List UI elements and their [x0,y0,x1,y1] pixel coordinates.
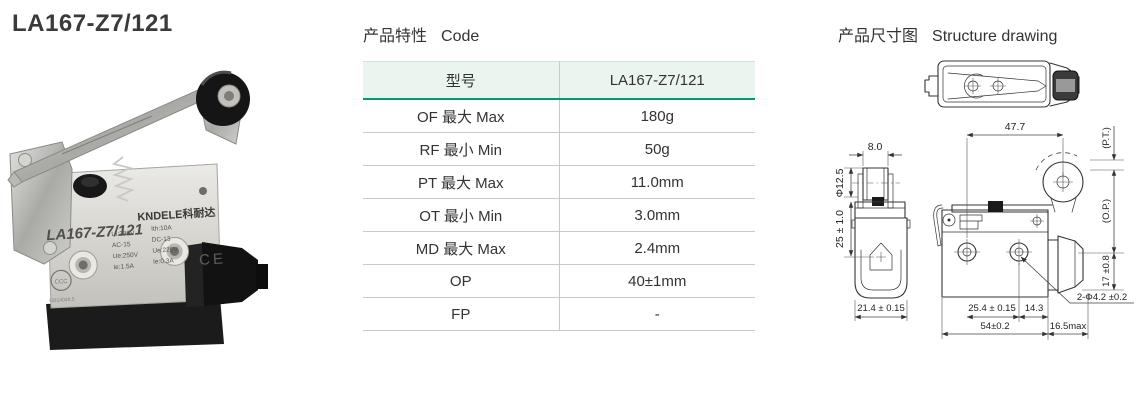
dim-hole-pitch: 25.4 ± 0.15 [968,303,1015,314]
spec-label-cell: RF 最小 Min [363,132,560,166]
drawing-heading-en: Structure drawing [932,28,1058,45]
product-label: LA167-Z7/121 KNDELE科耐达 CCC CE Ui:380V AC… [46,205,227,305]
label-model: LA167-Z7/121 [46,221,144,244]
dim-hole-offset: 14.3 [1025,303,1044,314]
rivet [18,153,32,167]
dim-roller-width: 8.0 [868,141,883,153]
ce-mark: CE [199,250,227,269]
table-row: OT 最小 Min 3.0mm [363,198,755,232]
table-row: RF 最小 Min 50g [363,132,755,166]
terminal-screw-left [68,250,98,280]
lever-slot [61,115,153,155]
spec-label-cell: OP [363,264,560,298]
dim-gland-length: 16.5max [1050,321,1087,332]
spec-label-cell: PT 最大 Max [363,165,560,199]
dim-base-width: 54±0.2 [981,321,1010,332]
svg-text:Ue:220V: Ue:220V [152,246,178,255]
table-row: FP - [363,297,755,331]
rivet [43,241,57,255]
spec-header-model: 型号 [363,61,560,100]
spec-value-cell: 11.0mm [559,165,755,199]
spec-value-cell: 40±1mm [559,264,755,298]
cable-gland-neck [184,243,206,307]
spec-value-cell: 180g [559,99,755,133]
label-brand: KNDELE科耐达 [137,205,216,224]
roller-highlight [200,70,232,86]
spec-value-cell: 50g [559,132,755,166]
dim-roller-dia: Φ12.5 [834,168,846,197]
spec-label-cell: MD 最大 Max [363,231,560,265]
spec-label-cell: FP [363,297,560,331]
dim-side-height: 17 ±0.8 [1101,255,1112,287]
structure-drawing: 47.7 8.0 Φ12.5 25 ± 1.0 21.4 ± 0.15 25.4… [834,60,1134,340]
spec-table-body: OF 最大 Max 180g RF 最小 Min 50g PT 最大 Max 11.0mm… [363,99,755,331]
switch-base [46,297,224,350]
product-photo: LA167-Z7/121 KNDELE科耐达 CCC CE Ui:380V AC… [7,70,268,350]
spec-value-cell: 3.0mm [559,198,755,232]
top-view [924,60,1080,108]
table-row: PT 最大 Max 11.0mm [363,165,755,199]
spec-label-cell: OF 最大 Max [363,99,560,133]
cable-gland-tip [256,264,268,289]
spec-value-cell: 2.4mm [559,231,755,265]
standard-code: GB14048.5 [49,297,75,305]
ratings-left: Ui:380V AC-15 Ue:250V Ie:1.5A [111,230,139,271]
dim-op: (O.P.) [1101,199,1112,223]
ccc-mark: CCC [50,269,72,291]
svg-text:Ui:380V: Ui:380V [111,230,135,238]
svg-text:Ue:250V: Ue:250V [113,252,139,261]
features-heading-en: Code [441,28,480,45]
page-title: LA167-Z7/121 [12,10,173,37]
svg-text:DC-13: DC-13 [152,236,172,244]
body-vent-hole [199,187,207,195]
dim-mount-holes: 2-Φ4.2 ±0.2 [1077,292,1127,303]
svg-text:Ith:10A: Ith:10A [151,225,173,233]
svg-text:Ie:0.3A: Ie:0.3A [153,257,175,265]
rubber-boot-top [81,177,99,187]
dimensions: 47.7 8.0 Φ12.5 25 ± 1.0 21.4 ± 0.15 25.4… [834,121,1134,340]
spec-table: 型号 LA167-Z7/121 OF 最大 Max 180g RF 最小 Min 50… [363,61,755,331]
table-row: OP 40±1mm [363,264,755,298]
ratings-right: Ith:10A DC-13 Ue:220V Ie:0.3A [151,225,179,266]
cable-gland-cone [202,242,258,306]
terminal-screw-right [160,236,190,266]
mounting-hole [954,239,980,265]
mounting-hole [1006,239,1032,265]
spec-value-cell: - [559,297,755,331]
dim-front-width: 21.4 ± 0.15 [857,303,904,314]
side-view [933,152,1084,298]
dim-pt: (P.T.) [1101,127,1112,148]
dim-lever-height: 25 ± 1.0 [834,210,846,248]
lever-tip [7,171,23,188]
roller-pin [224,91,234,101]
side-view-plunger [988,201,1003,212]
front-view [851,167,911,299]
table-row: MD 最大 Max 2.4mm [363,231,755,265]
svg-text:CCC: CCC [55,279,69,286]
drawing-heading-zh: 产品尺寸图 [838,28,919,45]
spec-label-cell: OT 最小 Min [363,198,560,232]
features-heading-zh: 产品特性 [363,28,428,45]
spec-table-header-row: 型号 LA167-Z7/121 [363,61,755,100]
spec-header-value: LA167-Z7/121 [559,61,755,100]
drawing-heading: 产品尺寸图 Structure drawing [838,22,1057,46]
svg-text:Ie:1.5A: Ie:1.5A [113,263,135,271]
dim-lever-length: 47.7 [1005,121,1026,133]
features-heading: 产品特性 Code [363,22,479,46]
spring [111,156,135,202]
table-row: OF 最大 Max 180g [363,99,755,133]
svg-text:AC-15: AC-15 [112,241,131,249]
